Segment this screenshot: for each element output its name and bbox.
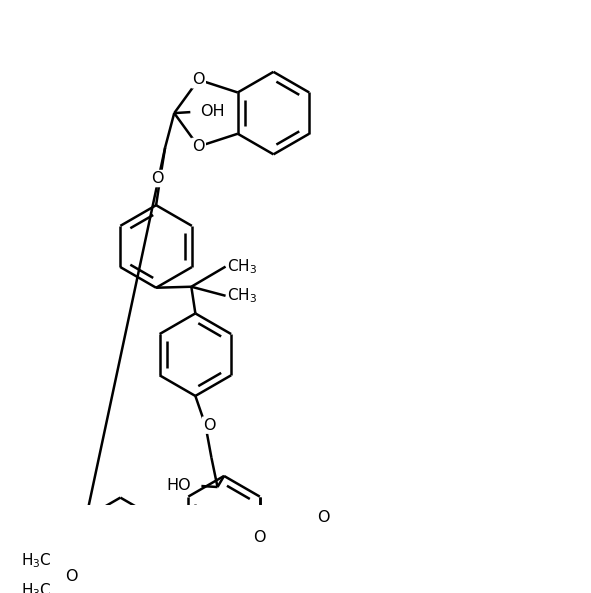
Text: O: O xyxy=(317,510,330,525)
Text: H$_3$C: H$_3$C xyxy=(21,551,52,570)
Text: O: O xyxy=(66,569,78,584)
Text: O: O xyxy=(203,417,216,433)
Text: HO: HO xyxy=(167,478,191,493)
Text: OH: OH xyxy=(200,104,225,119)
Text: H$_3$C: H$_3$C xyxy=(21,581,52,593)
Text: O: O xyxy=(254,530,266,546)
Text: O: O xyxy=(151,171,164,186)
Text: CH$_3$: CH$_3$ xyxy=(227,286,257,305)
Text: O: O xyxy=(192,72,204,87)
Text: CH$_3$: CH$_3$ xyxy=(227,257,257,276)
Text: O: O xyxy=(192,139,204,154)
